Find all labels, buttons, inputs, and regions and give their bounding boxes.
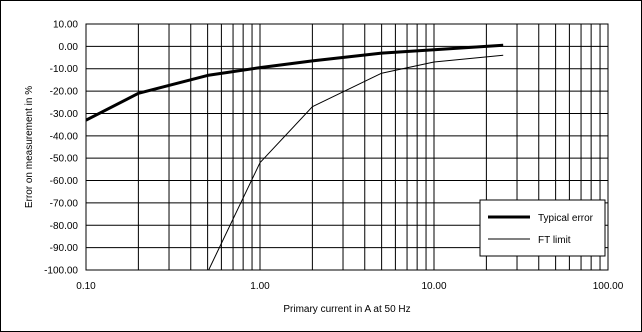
y-tick-label: -100.00 (44, 266, 78, 277)
x-tick-label: 100.00 (593, 281, 624, 292)
y-tick-label: -60.00 (50, 176, 79, 187)
y-tick-label: -40.00 (50, 131, 79, 142)
x-tick-label: 0.10 (76, 281, 96, 292)
y-tick-label: -50.00 (50, 154, 79, 165)
y-axis-label: Error on measurement in % (24, 86, 35, 208)
x-tick-label: 1.00 (250, 281, 270, 292)
y-tick-label: -20.00 (50, 87, 79, 98)
x-axis: 0.10 1.00 10.00 100.00 (76, 281, 623, 292)
y-tick-label: -80.00 (50, 221, 79, 232)
series-line-typical-error (86, 43, 504, 122)
y-tick-label: 0.00 (59, 42, 79, 53)
y-tick-label: -90.00 (50, 243, 79, 254)
x-tick-label: 10.00 (421, 281, 446, 292)
y-tick-label: 10.00 (53, 20, 78, 31)
x-axis-label: Primary current in A at 50 Hz (283, 304, 410, 315)
series-layer (86, 43, 504, 270)
legend-label-typical-error: Typical error (538, 213, 594, 224)
y-tick-label: -30.00 (50, 109, 79, 120)
y-tick-label: -70.00 (50, 198, 79, 209)
y-axis: 10.00 0.00 -10.00 -20.00 -30.00 -40.00 -50.00 -… (44, 20, 78, 277)
legend-label-ft-limit: FT limit (538, 235, 571, 246)
grid (86, 24, 608, 270)
y-tick-label: -10.00 (50, 64, 79, 75)
legend-box (479, 199, 606, 257)
series-line-ft-limit (208, 54, 504, 270)
legend: Typical error FT limit (479, 199, 606, 257)
plot-area (85, 23, 609, 271)
